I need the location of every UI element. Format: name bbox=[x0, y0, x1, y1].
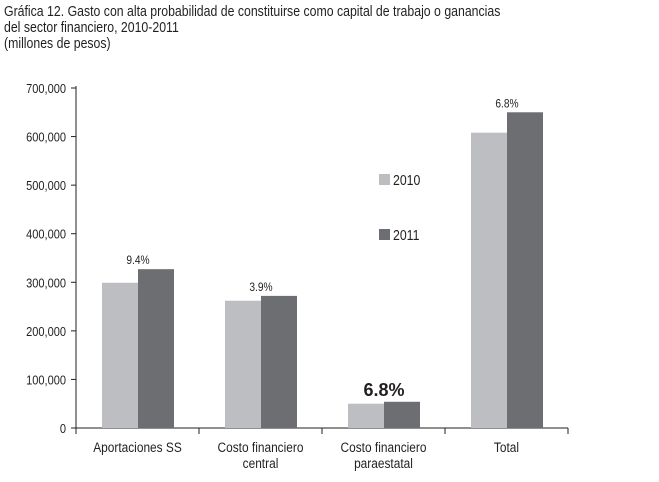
y-tick-label: 0 bbox=[60, 421, 66, 436]
bar-2010 bbox=[348, 403, 384, 428]
x-tick-label: Aportaciones SS bbox=[93, 439, 182, 455]
y-tick-label: 300,000 bbox=[26, 275, 66, 290]
y-tick-label: 200,000 bbox=[26, 324, 66, 339]
bar-2011 bbox=[138, 269, 174, 428]
growth-annotation: 6.8% bbox=[363, 380, 404, 400]
growth-annotation: 9.4% bbox=[126, 254, 149, 267]
bar-2011 bbox=[507, 112, 543, 429]
y-tick-label: 700,000 bbox=[26, 81, 66, 96]
title-line: Gráfica 12. Gasto con alta probabilidad … bbox=[4, 3, 501, 20]
legend-label: 2011 bbox=[393, 227, 419, 243]
bar-2011 bbox=[384, 401, 420, 428]
x-tick-label: paraestatal bbox=[354, 455, 413, 471]
bar-2010 bbox=[225, 300, 261, 428]
title-line: del sector financiero, 2010-2011 bbox=[4, 19, 179, 36]
y-tick-label: 600,000 bbox=[26, 130, 66, 145]
x-tick-label: central bbox=[243, 455, 279, 471]
bar-2011 bbox=[261, 295, 297, 428]
y-tick-label: 400,000 bbox=[26, 227, 66, 242]
bar-2010 bbox=[102, 282, 138, 428]
legend-swatch-2010 bbox=[379, 174, 390, 185]
y-tick-label: 500,000 bbox=[26, 178, 66, 193]
bar-2010 bbox=[471, 132, 507, 428]
growth-annotation: 6.8% bbox=[495, 98, 518, 111]
x-tick-label: Costo financiero bbox=[341, 439, 427, 455]
x-tick-label: Costo financiero bbox=[218, 439, 304, 455]
y-tick-label: 100,000 bbox=[26, 373, 66, 388]
legend-label: 2010 bbox=[393, 172, 421, 188]
growth-annotation: 3.9% bbox=[249, 281, 272, 294]
x-tick-label: Total bbox=[494, 439, 519, 455]
chart-title: Gráfica 12. Gasto con alta probabilidad … bbox=[4, 4, 500, 52]
title-line: (millones de pesos) bbox=[4, 35, 111, 52]
legend-swatch-2011 bbox=[379, 229, 390, 240]
